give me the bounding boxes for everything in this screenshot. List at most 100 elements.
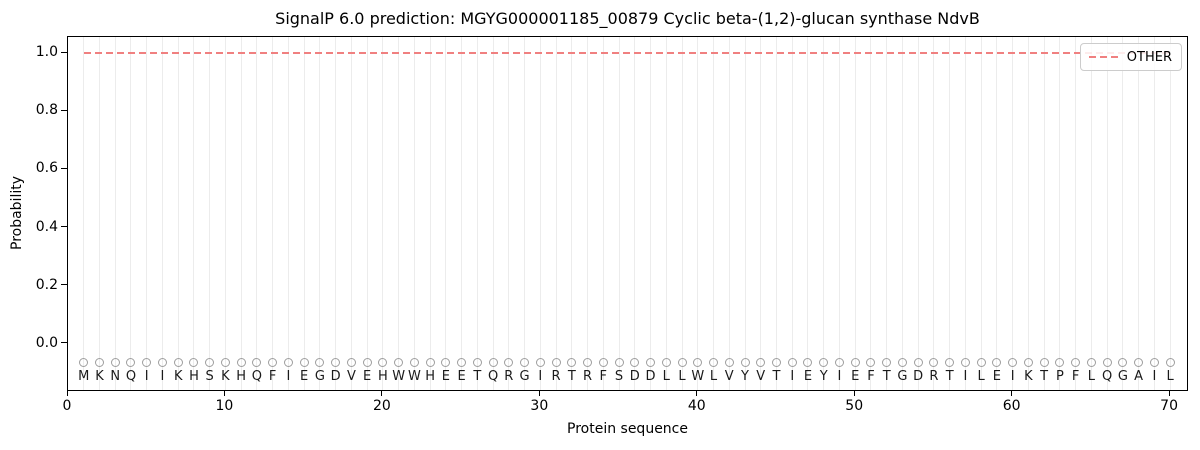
residue-marker-circle-icon [960, 358, 970, 368]
gridline [177, 37, 179, 390]
gridline [650, 37, 652, 390]
residue-letter: G [314, 368, 325, 384]
residue-letter: L [1087, 368, 1095, 384]
residue-letter: D [629, 368, 640, 384]
residue-letter: T [567, 368, 576, 384]
residue-letter: I [286, 368, 291, 384]
gridline [146, 37, 148, 390]
residue-letter: E [300, 368, 309, 384]
residue-marker-circle-icon [724, 358, 734, 368]
residue-marker-circle-icon [94, 358, 104, 368]
residue-letter: E [457, 368, 466, 384]
gridline [114, 37, 116, 390]
residue-marker-circle-icon [897, 358, 907, 368]
gridline [933, 37, 935, 390]
residue-letter: T [945, 368, 954, 384]
residue-letter: S [614, 368, 624, 384]
residue-marker-circle-icon [268, 358, 278, 368]
gridline [744, 37, 746, 390]
residue-marker-circle-icon [394, 358, 404, 368]
residue-letter: H [189, 368, 199, 384]
residue-marker-circle-icon [787, 358, 797, 368]
gridline [1106, 37, 1108, 390]
residue-letter: H [377, 368, 388, 384]
residue-letter: T [772, 368, 781, 384]
residue-letter: T [882, 368, 891, 384]
residue-marker-circle-icon [457, 358, 467, 368]
residue-marker-circle-icon [488, 358, 498, 368]
x-tick-label: 10 [215, 398, 234, 414]
residue-marker-circle-icon [646, 358, 656, 368]
residue-marker-circle-icon [1039, 358, 1049, 368]
residue-marker-circle-icon [79, 358, 89, 368]
residue-letter: F [599, 368, 608, 384]
gridline [587, 37, 589, 390]
gridline [665, 37, 667, 390]
residue-letter: L [662, 368, 670, 384]
gridline [996, 37, 998, 390]
residue-letter: V [756, 368, 766, 384]
gridline [382, 37, 384, 390]
gridline [681, 37, 683, 390]
residue-letter: I [144, 368, 149, 384]
residue-letter: R [504, 368, 514, 384]
gridline [303, 37, 305, 390]
residue-marker-circle-icon [693, 358, 703, 368]
residue-marker-circle-icon [1071, 358, 1081, 368]
gridline [964, 37, 966, 390]
gridline [1153, 37, 1155, 390]
y-tick-mark [61, 51, 67, 53]
x-tick-mark [1011, 391, 1013, 396]
residue-letter: D [330, 368, 341, 384]
gridline [1012, 37, 1014, 390]
x-tick-label: 0 [62, 398, 72, 414]
residue-marker-circle-icon [803, 358, 813, 368]
residue-letter: W [407, 368, 421, 384]
residue-letter: K [1024, 368, 1033, 384]
residue-letter: G [519, 368, 530, 384]
residue-letter: Y [741, 368, 749, 384]
gridline [713, 37, 715, 390]
gridline [602, 37, 604, 390]
gridline [571, 37, 573, 390]
residue-letter: L [678, 368, 686, 384]
y-tick-mark [61, 342, 67, 344]
residue-letter: Y [819, 368, 828, 384]
residue-marker-circle-icon [157, 358, 167, 368]
x-tick-label: 20 [372, 398, 391, 414]
residue-letter: Q [251, 368, 263, 384]
residue-marker-circle-icon [362, 358, 372, 368]
y-tick-mark [61, 167, 67, 169]
y-tick-mark [61, 284, 67, 286]
residue-marker-circle-icon [819, 358, 829, 368]
other-probability-line [83, 52, 1171, 54]
residue-letter: K [221, 368, 230, 384]
residue-marker-circle-icon [110, 358, 120, 368]
gridline [476, 37, 478, 390]
residue-marker-circle-icon [929, 358, 939, 368]
gridline [1090, 37, 1092, 390]
residue-letter: L [1166, 368, 1174, 384]
residue-marker-circle-icon [740, 358, 750, 368]
residue-letter: L [709, 368, 718, 384]
gridline [1043, 37, 1045, 390]
gridline [224, 37, 226, 390]
gridline [429, 37, 431, 390]
residue-marker-circle-icon [992, 358, 1002, 368]
residue-letter: Q [125, 368, 137, 384]
y-axis-label: Probability [9, 175, 25, 251]
residue-marker-circle-icon [945, 358, 955, 368]
residue-letter: S [205, 368, 214, 384]
residue-marker-circle-icon [1165, 358, 1175, 368]
residue-marker-circle-icon [661, 358, 671, 368]
residue-marker-circle-icon [1102, 358, 1112, 368]
residue-marker-circle-icon [614, 358, 624, 368]
residue-marker-circle-icon [220, 358, 230, 368]
residue-letter: I [790, 368, 795, 384]
y-tick-label: 0.0 [35, 334, 58, 351]
gridline [193, 37, 195, 390]
residue-marker-circle-icon [1055, 358, 1065, 368]
gridline [256, 37, 258, 390]
residue-letter: I [963, 368, 968, 384]
gridline [83, 37, 85, 390]
